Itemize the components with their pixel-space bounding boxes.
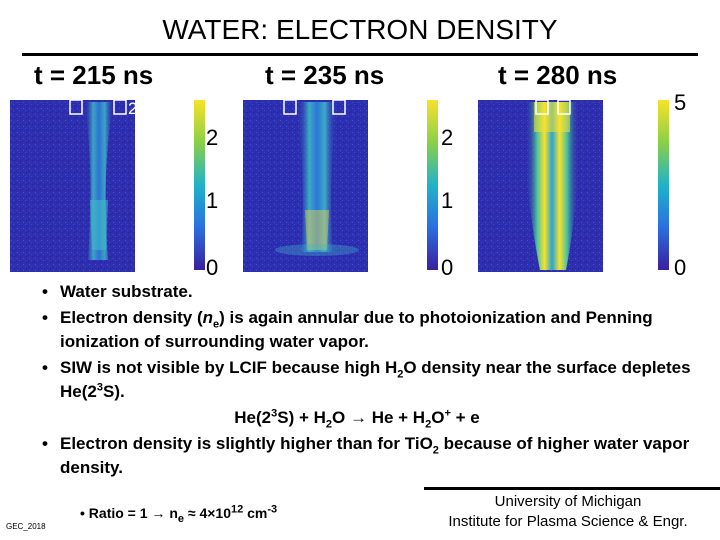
bullet-item: • Water substrate. xyxy=(42,282,193,301)
cbar-tick: 1 xyxy=(441,188,454,213)
density-image-235 xyxy=(243,100,368,272)
scale-label: 2 mm xyxy=(128,99,171,118)
bullet-item: • Electron density is slightly higher tha… xyxy=(42,434,690,477)
density-image-215 xyxy=(10,100,135,272)
affiliation-line-2: Institute for Plasma Science & Engr. xyxy=(448,513,688,530)
affiliation: University of Michigan Institute for Pla… xyxy=(420,492,716,532)
cbar-tick: 2 xyxy=(441,125,454,150)
density-image-280 xyxy=(478,100,603,272)
title-underline xyxy=(22,53,698,56)
cbar-tick: 0 xyxy=(206,255,219,280)
ratio-note: • Ratio = 1 → ne ≈ 4×1012 cm-3 xyxy=(80,503,278,525)
affiliation-line-1: University of Michigan xyxy=(494,493,642,510)
author-tag: GEC_2018 xyxy=(6,522,46,531)
colorbar-235 xyxy=(427,100,438,270)
slide-title: WATER: ELECTRON DENSITY xyxy=(162,14,558,45)
cbar-tick: 0 xyxy=(674,255,687,280)
time-label-235: t = 235 ns xyxy=(265,60,385,90)
reaction-equation: He(23S) + H2O → He + H2O+ + e xyxy=(234,407,480,431)
bullet-item: • Electron density (ne) is again annular … xyxy=(42,308,653,351)
cbar-tick: 5 xyxy=(674,90,687,115)
bullet-item: • SIW is not visible by LCIF because high… xyxy=(42,358,691,401)
footer-rule xyxy=(424,487,720,490)
colorbar-280 xyxy=(658,100,669,270)
cbar-tick: 1 xyxy=(206,188,219,213)
scale-bar xyxy=(140,121,166,123)
time-label-215: t = 215 ns xyxy=(34,60,154,90)
cbar-tick: 2 xyxy=(206,125,219,150)
cbar-tick: 0 xyxy=(441,255,454,280)
bullet-list: • Water substrate. • Electron density (ne)… xyxy=(42,280,702,480)
time-label-280: t = 280 ns xyxy=(498,60,618,90)
colorbar-215 xyxy=(194,100,205,270)
